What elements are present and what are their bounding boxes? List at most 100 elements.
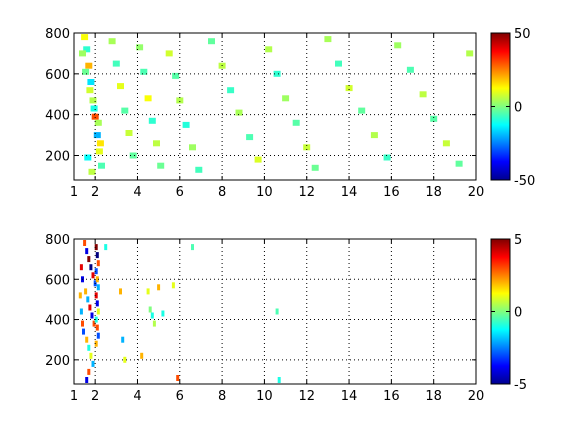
data-cell [86, 87, 94, 94]
data-cell [292, 119, 300, 126]
y-tick-label: 200 [45, 354, 70, 369]
data-cell [148, 117, 156, 124]
colorbar-tick-label: -50 [514, 174, 535, 189]
data-cell [108, 38, 116, 45]
bottom-heatmap-chart: 1 2 4 6 8 10 12 14 16 18 20 200 400 600 800 5 0 -5 [45, 233, 527, 404]
data-cell [96, 260, 100, 267]
x-tick-label: 8 [218, 185, 226, 200]
data-cell [81, 34, 89, 41]
data-cell [79, 308, 83, 315]
data-cell [89, 97, 97, 104]
colorbar: 50 0 -50 [490, 27, 535, 189]
y-tick-label: 800 [45, 233, 70, 248]
data-cell [157, 284, 161, 291]
y-tick-label: 600 [45, 68, 70, 83]
data-cell [117, 83, 124, 90]
data-cell [94, 316, 98, 323]
data-cell [88, 168, 96, 175]
x-tick-label: 8 [218, 389, 226, 404]
x-tick-label: 2 [91, 185, 99, 200]
data-cell [96, 308, 100, 315]
data-cell [96, 332, 100, 339]
data-cell [182, 121, 190, 128]
data-cell [79, 264, 83, 271]
data-cell [157, 162, 165, 169]
data-cell [94, 119, 102, 126]
x-tick-label: 14 [341, 389, 358, 404]
x-tick-label: 20 [468, 389, 485, 404]
x-tick-label: 12 [298, 185, 315, 200]
x-tick-label: 4 [133, 389, 141, 404]
data-cell [235, 109, 243, 116]
axes-frame [73, 238, 477, 385]
x-tick-label: 10 [256, 185, 273, 200]
data-cell [311, 164, 319, 171]
data-cell [148, 306, 152, 313]
data-cell [84, 288, 88, 295]
x-tick-label: 14 [341, 185, 358, 200]
data-cell [121, 336, 125, 343]
data-cell [150, 312, 154, 319]
data-cell [98, 162, 105, 169]
data-cell [94, 340, 98, 347]
data-cell [83, 240, 87, 246]
data-cell [91, 272, 95, 279]
data-cell [172, 72, 180, 79]
data-cell [86, 296, 90, 303]
data-cell [87, 368, 91, 375]
data-cell [140, 352, 144, 359]
top-heatmap-chart: 1 2 4 6 8 10 12 14 16 18 20 200 400 600 800 50 0 -50 [45, 27, 535, 200]
data-cell [466, 50, 474, 57]
data-cell [104, 244, 108, 251]
data-cell [95, 148, 103, 155]
data-cell [430, 115, 438, 122]
plot-area [74, 239, 476, 384]
data-cell [419, 91, 427, 98]
data-cell [406, 66, 414, 73]
x-tick-label: 6 [176, 185, 184, 200]
data-cell [85, 336, 89, 343]
data-cell [96, 284, 100, 291]
data-cell [246, 134, 254, 141]
data-cells [79, 34, 474, 175]
data-cell [273, 70, 281, 77]
data-cell [189, 144, 196, 151]
data-cell [442, 140, 450, 147]
data-cell [165, 50, 173, 57]
data-cell [176, 375, 180, 381]
data-cell [153, 140, 160, 147]
data-cell [95, 300, 99, 307]
data-cell [358, 107, 366, 114]
data-cell [345, 85, 353, 92]
data-cell [91, 360, 95, 367]
data-cell [394, 42, 402, 49]
data-cell [146, 288, 150, 295]
x-tick-label: 1 [70, 185, 78, 200]
data-cell [227, 87, 235, 94]
x-tick-label: 6 [176, 389, 184, 404]
y-tick-label: 600 [45, 273, 70, 288]
y-tick-label: 800 [45, 27, 70, 42]
data-cell [254, 156, 262, 163]
data-cell [119, 288, 122, 295]
data-cell [161, 310, 165, 317]
data-cell [96, 140, 104, 147]
data-cell [95, 276, 99, 283]
data-cell [455, 160, 463, 167]
data-cell [370, 132, 378, 139]
x-tick-label: 2 [91, 389, 99, 404]
x-tick-label: 20 [468, 185, 485, 200]
data-cell [208, 38, 215, 45]
x-tick-label: 12 [298, 389, 315, 404]
data-cell [191, 244, 194, 251]
data-cell [83, 46, 91, 53]
data-cell [89, 352, 93, 359]
data-cell [85, 377, 89, 383]
data-cell [275, 308, 279, 315]
colorbar: 5 0 -5 [490, 233, 527, 393]
data-cell [85, 62, 93, 69]
data-cell [129, 152, 137, 159]
x-tick-label: 18 [425, 185, 442, 200]
